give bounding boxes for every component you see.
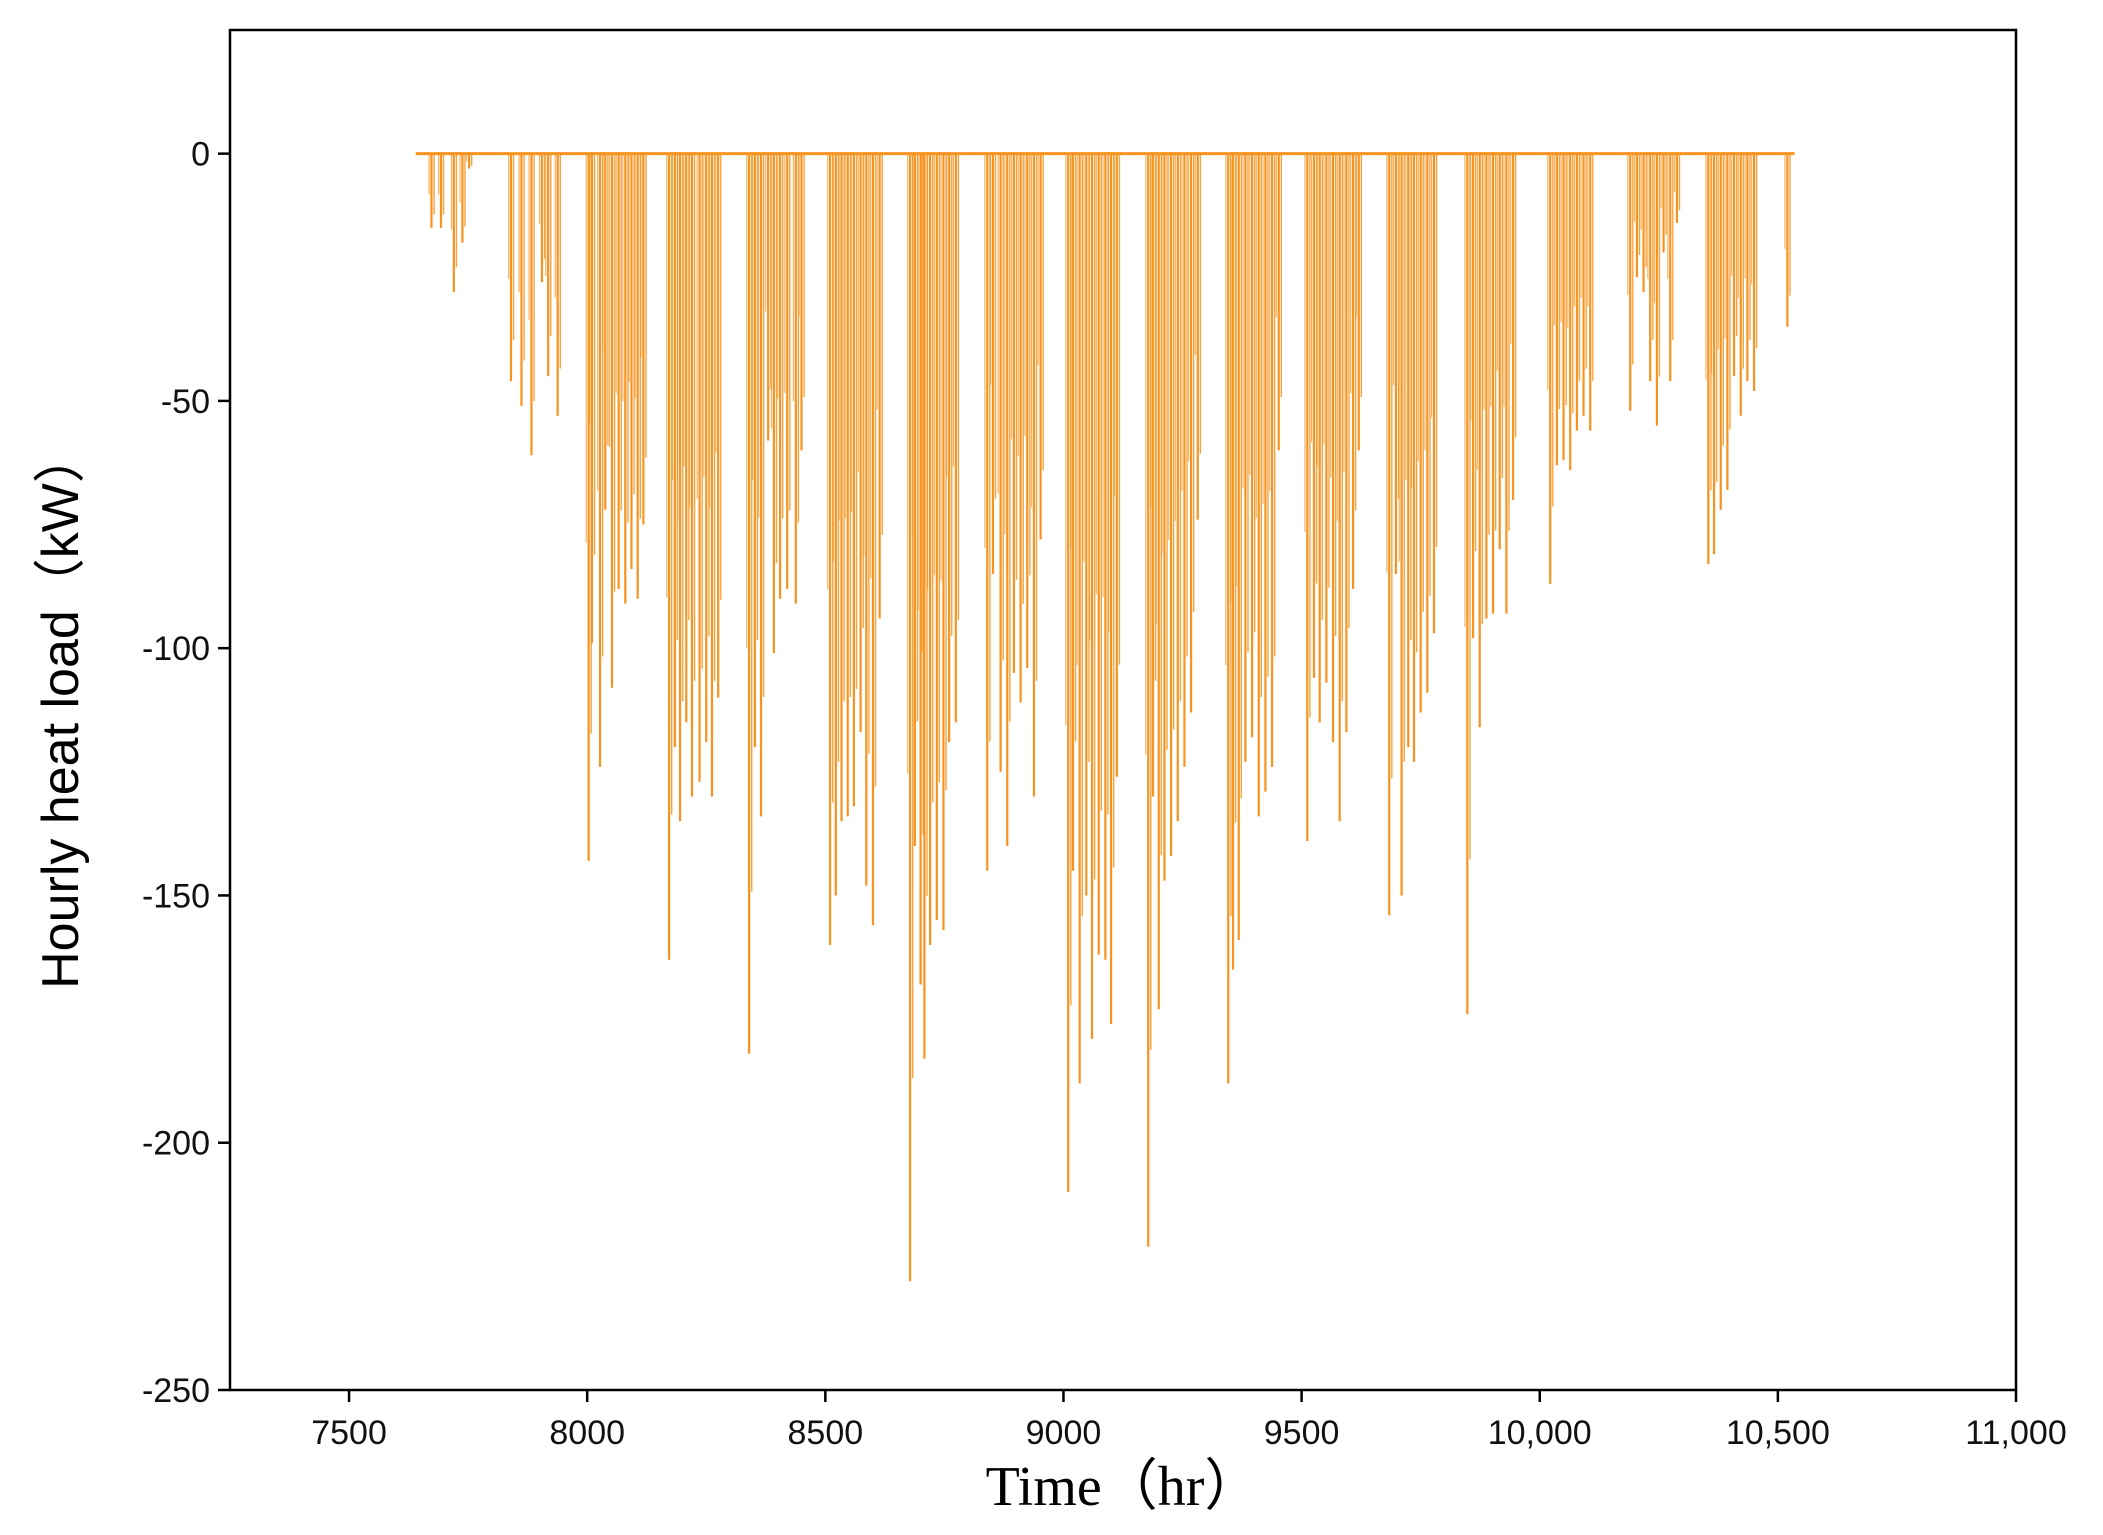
y-axis-label: Hourly heat load（kW）: [32, 431, 90, 989]
series-layer: [415, 152, 1795, 1282]
x-tick-label: 10,000: [1488, 1414, 1592, 1452]
y-tick-label: -100: [142, 630, 210, 668]
x-axis-ticks: 7500 8000 8500 9000 9500 10,000 10,500 11,000: [311, 1390, 2067, 1452]
x-axis-label: Time（hr）: [986, 1456, 1261, 1518]
x-tick-label: 10,500: [1726, 1414, 1830, 1452]
x-tick-label: 8000: [549, 1414, 625, 1452]
x-tick-label: 9000: [1026, 1414, 1102, 1452]
x-tick-label: 7500: [311, 1414, 387, 1452]
y-axis-ticks: 0 -50 -100 -150 -200 -250: [142, 136, 230, 1410]
x-tick-label: 9500: [1264, 1414, 1340, 1452]
y-tick-label: -50: [161, 383, 210, 421]
y-tick-label: -200: [142, 1125, 210, 1163]
y-tick-label: 0: [191, 136, 210, 174]
y-tick-label: -250: [142, 1372, 210, 1410]
x-tick-label: 8500: [788, 1414, 864, 1452]
y-tick-label: -150: [142, 877, 210, 915]
plot-frame: [228, 28, 2018, 1392]
x-tick-label: 11,000: [1965, 1414, 2066, 1452]
